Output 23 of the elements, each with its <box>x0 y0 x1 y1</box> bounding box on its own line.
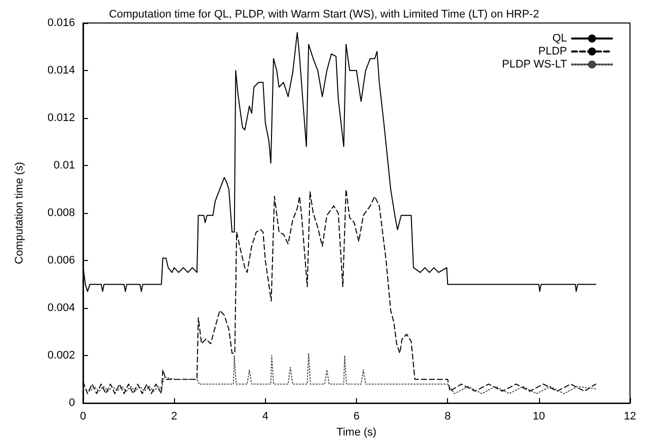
y-tick-label: 0.004 <box>47 302 75 314</box>
y-tick-label: 0.014 <box>47 64 75 77</box>
y-tick-label: 0.01 <box>54 160 75 172</box>
legend-label: QL <box>552 32 567 44</box>
x-tick-label: 0 <box>80 410 86 423</box>
x-tick-label: 12 <box>624 410 636 423</box>
x-tick-label: 2 <box>171 410 178 423</box>
x-tick-label: 8 <box>444 410 451 423</box>
legend-label: PLDP <box>538 46 567 58</box>
chart-title: Computation time for QL, PLDP, with Warm Start (WS), with Limited Time (LT) on HRP-2 <box>108 8 540 20</box>
legend-label: PLDP WS-LT <box>502 58 568 70</box>
x-axis-title: Time (s) <box>336 426 376 438</box>
y-tick-label: 0.002 <box>47 350 75 362</box>
y-tick-label: 0.008 <box>47 207 75 220</box>
x-tick-label: 6 <box>353 410 360 423</box>
x-tick-label: 4 <box>262 410 268 423</box>
y-tick-label: 0.012 <box>47 112 75 124</box>
y-tick-label: 0 <box>68 397 75 410</box>
line-series <box>82 352 596 394</box>
x-tick-label: 10 <box>532 410 545 423</box>
y-tick-label: 0.006 <box>47 254 75 267</box>
y-tick-label: 0.016 <box>47 17 75 29</box>
y-axis-title: Computation time (s) <box>14 162 26 264</box>
